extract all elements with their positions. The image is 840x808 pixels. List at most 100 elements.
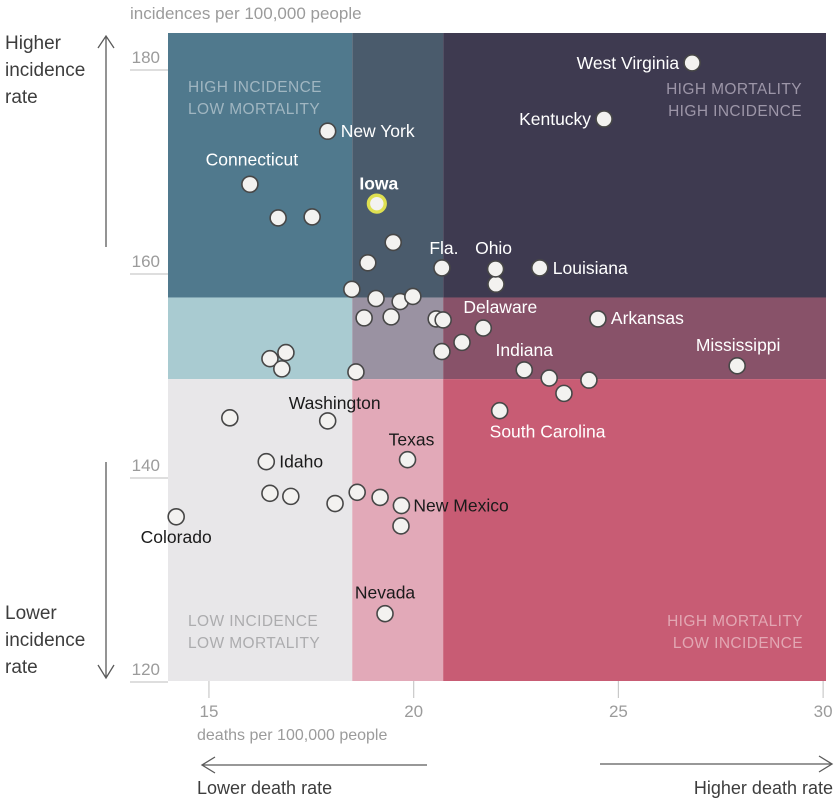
data-point-state (367, 289, 385, 308)
state-label-colorado: Colorado (141, 527, 212, 547)
higher-death-rate-annotation: Higher death rate (693, 778, 833, 798)
data-point-delaware (474, 319, 493, 337)
state-label-ohio: Ohio (475, 238, 512, 258)
y-tick-label: 180 (132, 48, 160, 67)
data-point-indiana (515, 361, 534, 379)
lower-incidence-annotation: Lower incidence rate (5, 600, 85, 681)
quadrant-zone-r0c2 (443, 33, 826, 298)
data-point-state (221, 409, 239, 427)
data-point-state (487, 275, 505, 294)
data-point-state (384, 233, 403, 252)
x-tick-label: 30 (814, 702, 833, 721)
data-point-state (269, 209, 287, 227)
data-point-idaho (257, 452, 276, 471)
data-point-arkansas (589, 310, 607, 328)
state-label-mississippi: Mississippi (696, 335, 781, 355)
quadrant-label-line: HIGH INCIDENCE (668, 103, 802, 120)
data-point-state (355, 309, 373, 327)
state-label-south-carolina: South Carolina (490, 422, 606, 442)
data-point-state (580, 371, 598, 389)
state-label-washington: Washington (289, 393, 381, 413)
lower-death-rate-annotation: Lower death rate (197, 778, 333, 798)
state-label-connecticut: Connecticut (206, 149, 299, 169)
state-label-louisiana: Louisiana (553, 258, 628, 278)
quadrant-label-line: LOW MORTALITY (188, 101, 321, 118)
data-point-iowa-highlighted (366, 193, 387, 214)
data-point-state (359, 254, 377, 272)
data-point-state (453, 333, 471, 352)
quadrant-label-high-mortality-high-incidence: HIGH MORTALITY HIGH INCIDENCE (666, 79, 802, 123)
data-point-ohio (486, 260, 505, 278)
y-tick-label: 160 (132, 252, 160, 271)
x-tick-label: 15 (199, 702, 218, 721)
y-axis-title: incidences per 100,000 people (130, 4, 362, 23)
lower-death-arrow-icon (200, 756, 427, 774)
state-label-texas: Texas (389, 430, 435, 450)
annotation-line: Lower (5, 603, 57, 624)
data-point-kentucky (595, 110, 613, 128)
quadrant-zone-r2c2 (443, 379, 826, 681)
annotation-line: rate (5, 657, 38, 678)
state-label-delaware: Delaware (463, 297, 537, 317)
data-point-washington (318, 412, 337, 430)
quadrant-zone-r0c1 (352, 33, 444, 298)
state-label-idaho: Idaho (279, 452, 323, 472)
data-point-state (303, 208, 321, 226)
x-tick-label: 25 (609, 702, 628, 721)
data-point-state (540, 369, 559, 387)
data-point-state (371, 488, 389, 507)
data-point-state (326, 494, 344, 513)
quadrant-label-line: LOW INCIDENCE (188, 613, 319, 630)
data-point-state (404, 287, 422, 306)
data-point-louisiana (530, 259, 549, 277)
data-point-nevada (376, 604, 394, 623)
state-label-west-virginia: West Virginia (577, 53, 680, 73)
data-point-state (392, 517, 410, 535)
higher-incidence-arrow-icon (97, 34, 115, 247)
x-axis-title: deaths per 100,000 people (197, 727, 388, 744)
data-point-state (343, 280, 361, 299)
x-tick-label: 20 (404, 702, 423, 721)
data-point-state (277, 343, 295, 362)
quadrant-label-high-mortality-low-incidence: HIGH MORTALITY LOW INCIDENCE (667, 611, 803, 655)
higher-death-arrow-icon (600, 755, 834, 773)
state-label-new-mexico: New Mexico (413, 496, 508, 516)
data-point-state (382, 308, 400, 326)
data-point-state (261, 484, 279, 503)
data-point-texas (398, 450, 417, 469)
quadrant-label-line: LOW MORTALITY (188, 635, 321, 652)
data-point-west-virginia (683, 54, 701, 72)
quadrant-label-low-incidence-low-mortality: LOW INCIDENCE LOW MORTALITY (188, 611, 320, 655)
data-point-state (261, 349, 279, 368)
data-point-new-mexico (392, 496, 411, 515)
state-label-kentucky: Kentucky (519, 109, 591, 129)
quadrant-label-line: HIGH MORTALITY (666, 81, 802, 98)
state-label-fla-: Fla. (429, 238, 458, 258)
higher-incidence-annotation: Higher incidence rate (5, 30, 85, 111)
quadrant-zone-r2c0 (168, 379, 353, 681)
y-tick-label: 120 (132, 660, 160, 679)
state-label-new-york: New York (341, 121, 415, 141)
data-point-connecticut (241, 175, 259, 194)
quadrant-label-line: HIGH MORTALITY (667, 613, 803, 630)
data-point-mississippi (728, 357, 746, 375)
state-label-nevada: Nevada (355, 583, 416, 603)
data-point-south-carolina (490, 401, 509, 420)
y-tick-label: 140 (132, 456, 160, 475)
data-point-state (433, 342, 451, 361)
annotation-line: Higher (5, 33, 61, 54)
data-point-fla- (433, 259, 451, 277)
data-point-state (348, 483, 366, 502)
data-point-state (555, 384, 573, 403)
quadrant-label-high-incidence-low-mortality: HIGH INCIDENCE LOW MORTALITY (188, 77, 322, 121)
data-point-colorado (167, 507, 185, 526)
state-label-indiana: Indiana (496, 340, 554, 360)
annotation-line: rate (5, 87, 38, 108)
state-label-arkansas: Arkansas (611, 308, 684, 328)
data-point-state (282, 487, 300, 506)
annotation-line: incidence (5, 60, 86, 81)
data-point-new-york (318, 122, 337, 141)
data-point-state (434, 311, 452, 329)
